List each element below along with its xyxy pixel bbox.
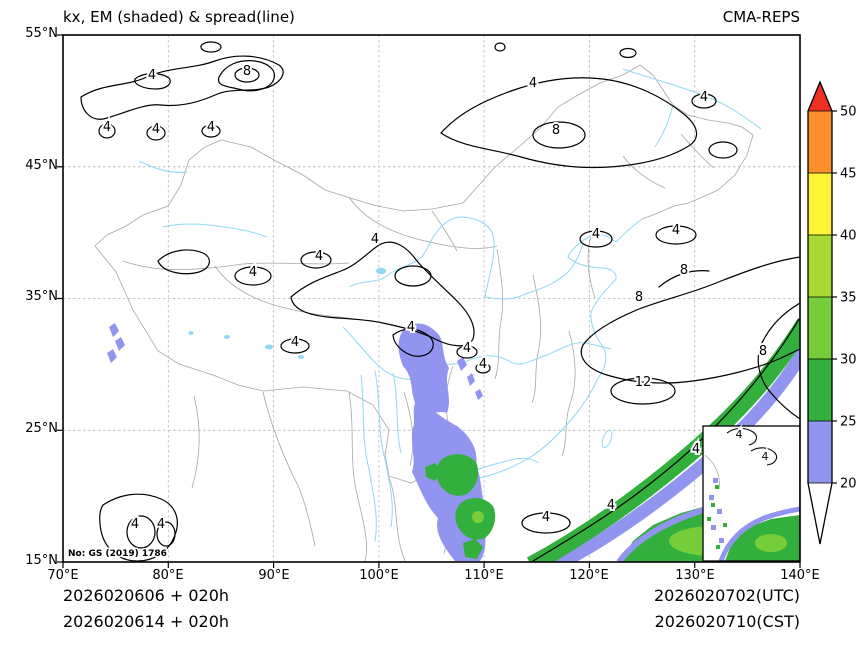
footer-init-cst: 2026020614 + 020h [63, 612, 230, 631]
lon-tick-100e: 100°E [359, 568, 399, 583]
contour-label: 4 [762, 450, 769, 463]
lat-tick-45n: 45°N [25, 158, 58, 173]
colorbar-tick-40: 40 [840, 229, 857, 244]
colorbar-tick-45: 45 [840, 167, 857, 182]
contour-label: 4 [479, 357, 487, 372]
map-canvas: 4 4 4 4 8 4 8 4 4 4 4 4 4 4 4 4 4 8 8 8 [57, 34, 801, 568]
footer-valid-cst: 2026020710(CST) [654, 612, 800, 631]
lat-tick-15n: 15°N [25, 553, 58, 568]
contour-label: 4 [371, 232, 379, 247]
colorbar-seg-30-35 [808, 297, 832, 359]
contour-label: 4 [736, 428, 743, 441]
contour-label: 4 [152, 122, 160, 137]
colorbar-seg-35-40 [808, 235, 832, 297]
colorbar-tick-30: 30 [840, 353, 857, 368]
contour-label: 4 [131, 517, 139, 532]
shade-bright-green-spot [472, 511, 484, 523]
contour-label: 4 [249, 265, 257, 280]
lat-tick-25n: 25°N [25, 421, 58, 436]
shade-blue-specks-ne [457, 357, 483, 400]
colorbar: 50 45 40 35 30 25 20 [807, 80, 857, 545]
contour-label: 4 [148, 68, 156, 83]
contour-label: 4 [700, 90, 708, 105]
contour-label: 4 [607, 498, 615, 513]
contour-label: 8 [552, 123, 560, 138]
lon-tick-90e: 90°E [258, 568, 290, 583]
contour-label: 8 [243, 64, 251, 79]
contour-label: 4 [542, 510, 550, 525]
lon-tick-110e: 110°E [464, 568, 504, 583]
lat-tick-35n: 35°N [25, 289, 58, 304]
contour-label: 4 [407, 320, 415, 335]
yangtze-river [342, 326, 612, 380]
contour-label: 4 [672, 223, 680, 238]
plot-title: kx, EM (shaded) & spread(line) [63, 8, 295, 26]
footer-valid-utc: 2026020702(UTC) [654, 586, 800, 605]
model-name: CMA-REPS [722, 8, 800, 26]
contour-label: 4 [291, 335, 299, 350]
axis-tick-marks [57, 34, 801, 568]
inset-frame [702, 425, 800, 562]
lon-tick-70e: 70°E [47, 568, 79, 583]
yellow-river [348, 216, 584, 300]
taiwan-island [601, 429, 613, 449]
map-frame [62, 34, 801, 563]
colorbar-tick-25: 25 [840, 415, 857, 430]
lakes [188, 267, 386, 359]
lon-tick-80e: 80°E [152, 568, 184, 583]
contour-label: 8 [635, 290, 643, 305]
contour-label: 4 [592, 227, 600, 242]
rivers-coastlines [138, 68, 762, 542]
contour-label: 4 [315, 249, 323, 264]
lon-tick-130e: 130°E [675, 568, 715, 583]
contour-label: 8 [759, 344, 767, 359]
shade-blue-specks-west [107, 323, 125, 363]
contour-label: 8 [680, 263, 688, 278]
contour-label: 4 [529, 76, 537, 91]
colorbar-tick-marks [832, 110, 837, 484]
coastline [442, 218, 643, 487]
shade-green-core-3 [425, 463, 441, 481]
contour-label: 4 [463, 341, 471, 356]
colorbar-seg-20-25 [808, 421, 832, 483]
inset-bright-green [755, 534, 787, 552]
spread-contours [80, 41, 800, 562]
contour-label: 12 [635, 375, 652, 390]
lon-tick-120e: 120°E [569, 568, 609, 583]
colorbar-seg-40-45 [808, 173, 832, 235]
contour-label: 4 [692, 442, 700, 457]
inset-south-china-sea [702, 425, 800, 562]
colorbar-tick-50: 50 [840, 105, 857, 120]
license-note: No: GS (2019) 1786 [68, 549, 167, 559]
colorbar-segment-lines [808, 110, 832, 484]
inset-green-specks [707, 485, 727, 549]
shade-blue-blob-1 [398, 323, 449, 414]
colorbar-seg-45-50 [808, 111, 832, 173]
contour-label: 4 [103, 120, 111, 135]
shade-coastal-green-band [526, 318, 800, 562]
colorbar-tick-35: 35 [840, 291, 857, 306]
contour-label: 4 [157, 517, 165, 532]
colorbar-extend-top [808, 82, 832, 111]
lat-tick-55n: 55°N [25, 26, 58, 41]
inset-blue-edge [718, 506, 800, 562]
colorbar-seg-25-30 [808, 359, 832, 421]
shade-green-core-4 [463, 539, 483, 559]
contour-labels: 4 4 4 4 8 4 8 4 4 4 4 4 4 4 4 4 4 8 8 8 [101, 62, 771, 534]
contour-label: 4 [207, 120, 215, 135]
inset-blue-specks [709, 478, 724, 543]
shade-green-core-1 [436, 454, 479, 496]
colorbar-extend-bottom [808, 483, 832, 544]
footer-init-utc: 2026020606 + 020h [63, 586, 230, 605]
colorbar-tick-20: 20 [840, 477, 857, 492]
lon-tick-140e: 140°E [780, 568, 820, 583]
